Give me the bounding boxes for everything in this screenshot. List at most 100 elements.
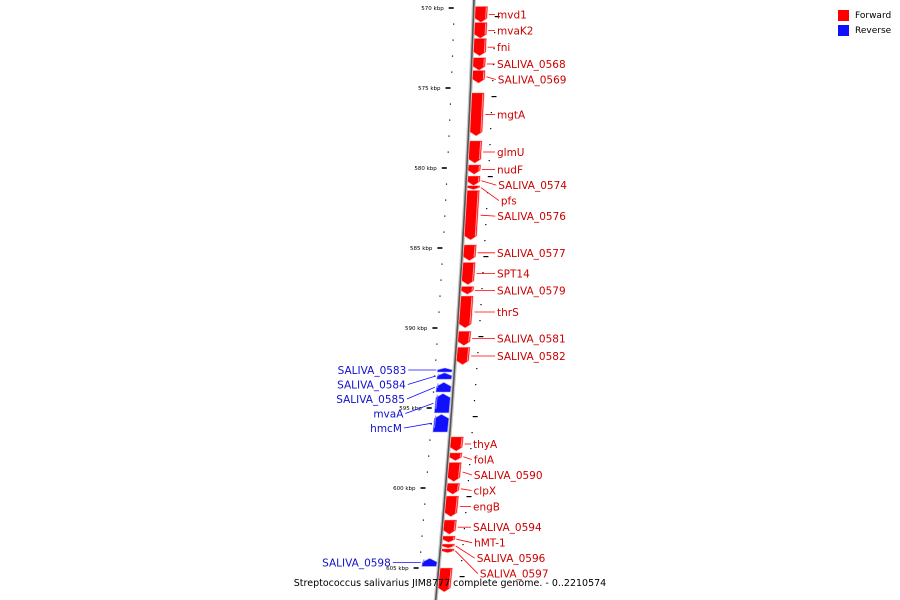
gene-arrow-saliva-0597[interactable] [441, 548, 455, 554]
gene-label-fni[interactable]: fni [497, 42, 510, 54]
gene-label-hmcm[interactable]: hmcM [370, 423, 402, 435]
gene-highlight [457, 484, 459, 491]
gene-label-saliva-0596[interactable]: SALIVA_0596 [477, 553, 546, 565]
gene-arrow-mgta[interactable] [469, 92, 485, 137]
gene-label-saliva-0594[interactable]: SALIVA_0594 [473, 522, 542, 534]
legend-label-reverse: Reverse [855, 25, 892, 36]
gene-arrow-hmt-1[interactable] [442, 535, 456, 543]
label-leader-saliva-0596 [455, 545, 475, 559]
label-leader-clpx [460, 488, 472, 491]
gene-arrow-saliva-0569[interactable] [471, 70, 486, 84]
label-leader-mvaa [405, 402, 434, 414]
gene-arrow-saliva-0596[interactable] [441, 543, 456, 549]
tick-label-585: 585 kbp [410, 246, 433, 252]
gene-label-glmu[interactable]: glmU [497, 147, 525, 159]
minor-tick [444, 215, 446, 217]
tick-label-575: 575 kbp [418, 86, 441, 92]
gene-label-spt14[interactable]: SPT14 [497, 269, 530, 281]
gene-label-mvd1[interactable]: mvd1 [497, 9, 527, 21]
gene-arrow-spt14[interactable] [461, 262, 476, 286]
gene-highlight [453, 520, 456, 531]
minor-tick [448, 135, 450, 137]
minor-tick [435, 359, 437, 361]
gene-label-saliva-0597[interactable]: SALIVA_0597 [480, 569, 549, 581]
gene-label-saliva-0568[interactable]: SALIVA_0568 [497, 59, 566, 71]
gene-arrow-mvak2[interactable] [473, 22, 488, 39]
gene-label-saliva-0584[interactable]: SALIVA_0584 [337, 380, 406, 392]
gene-label-saliva-0598[interactable]: SALIVA_0598 [322, 557, 391, 569]
gene-label-saliva-0576[interactable]: SALIVA_0576 [497, 211, 566, 223]
minor-tick [492, 64, 495, 66]
gene-label-mvaa[interactable]: mvaA [373, 409, 404, 421]
gene-arrow-saliva-0574[interactable] [467, 175, 481, 186]
gene-arrow-saliva-0590[interactable] [447, 462, 462, 482]
gene-label-engb[interactable]: engB [473, 501, 500, 513]
gene-arrow-saliva-0568[interactable] [472, 57, 487, 71]
minor-tick [443, 231, 445, 233]
gene-label-saliva-0583[interactable]: SALIVA_0583 [338, 365, 407, 377]
gene-arrow-saliva-0594[interactable] [442, 519, 458, 535]
gene-highlight [460, 437, 463, 448]
minor-tick [432, 391, 435, 393]
gene-highlight [469, 296, 473, 325]
gene-arrow-clpx[interactable] [446, 482, 461, 495]
gene-arrow-saliva-0583[interactable] [436, 367, 453, 373]
legend-swatch-forward [838, 10, 849, 21]
minor-tick [477, 352, 479, 354]
gene-arrow-saliva-0577[interactable] [462, 244, 477, 262]
gene-label-nudf[interactable]: nudF [497, 165, 523, 177]
gene-arrow-saliva-0579[interactable] [460, 286, 475, 295]
gene-arrow-saliva-0582[interactable] [455, 346, 471, 366]
gene-label-pfs[interactable]: pfs [501, 196, 517, 208]
gene-arrow-glmu[interactable] [468, 140, 483, 164]
minor-tick [489, 144, 491, 146]
gene-highlight [483, 58, 485, 67]
minor-tick [479, 320, 481, 322]
gene-highlight [472, 263, 475, 281]
minor-tick [482, 272, 484, 274]
gene-highlight [477, 176, 480, 182]
gene-arrow-nudf[interactable] [467, 164, 482, 175]
legend-label-forward: Forward [855, 10, 892, 21]
gene-arrow-fni[interactable] [473, 38, 487, 57]
minor-tick [449, 119, 451, 121]
gene-label-saliva-0579[interactable]: SALIVA_0579 [497, 285, 566, 297]
gene-label-thya[interactable]: thyA [473, 439, 498, 451]
gene-label-saliva-0569[interactable]: SALIVA_0569 [498, 75, 567, 87]
minor-tick [428, 455, 430, 457]
gene-label-saliva-0582[interactable]: SALIVA_0582 [497, 351, 566, 363]
legend-item-reverse: Reverse [838, 23, 891, 38]
gene-label-saliva-0581[interactable]: SALIVA_0581 [497, 333, 566, 345]
label-leader-saliva-0576 [480, 214, 496, 217]
minor-tick [488, 160, 490, 162]
gene-highlight [458, 463, 461, 478]
gene-label-mgta[interactable]: mgtA [497, 109, 526, 121]
minor-tick [436, 343, 438, 345]
gene-arrow-thya[interactable] [449, 436, 464, 452]
gene-highlight [433, 415, 437, 429]
gene-label-thrs[interactable]: thrS [497, 307, 519, 319]
gene-arrow-saliva-0581[interactable] [457, 330, 472, 346]
gene-label-mvak2[interactable]: mvaK2 [497, 25, 533, 37]
gene-highlight [471, 287, 473, 291]
gene-label-clpx[interactable]: clpX [474, 486, 497, 498]
gene-highlight [459, 453, 462, 458]
minor-tick [451, 55, 454, 57]
minor-tick [491, 96, 497, 98]
gene-arrow-mvd1[interactable] [474, 6, 489, 23]
gene-label-saliva-0585[interactable]: SALIVA_0585 [336, 394, 405, 406]
minor-tick [478, 336, 484, 338]
gene-highlight [452, 536, 455, 540]
gene-label-hmt-1[interactable]: hMT-1 [474, 538, 506, 550]
gene-label-saliva-0574[interactable]: SALIVA_0574 [498, 180, 567, 192]
minor-tick [430, 423, 432, 425]
tick-label-595: 595 kbp [399, 406, 422, 412]
gene-label-saliva-0590[interactable]: SALIVA_0590 [474, 470, 543, 482]
tick-label-590: 590 kbp [405, 326, 428, 332]
gene-arrow-saliva-0584[interactable] [436, 372, 453, 380]
gene-label-fola[interactable]: folA [474, 455, 495, 467]
gene-label-saliva-0577[interactable]: SALIVA_0577 [497, 248, 566, 260]
minor-tick [481, 288, 483, 290]
gene-arrow-fola[interactable] [448, 452, 463, 462]
gene-arrow-pfs[interactable] [466, 185, 481, 190]
